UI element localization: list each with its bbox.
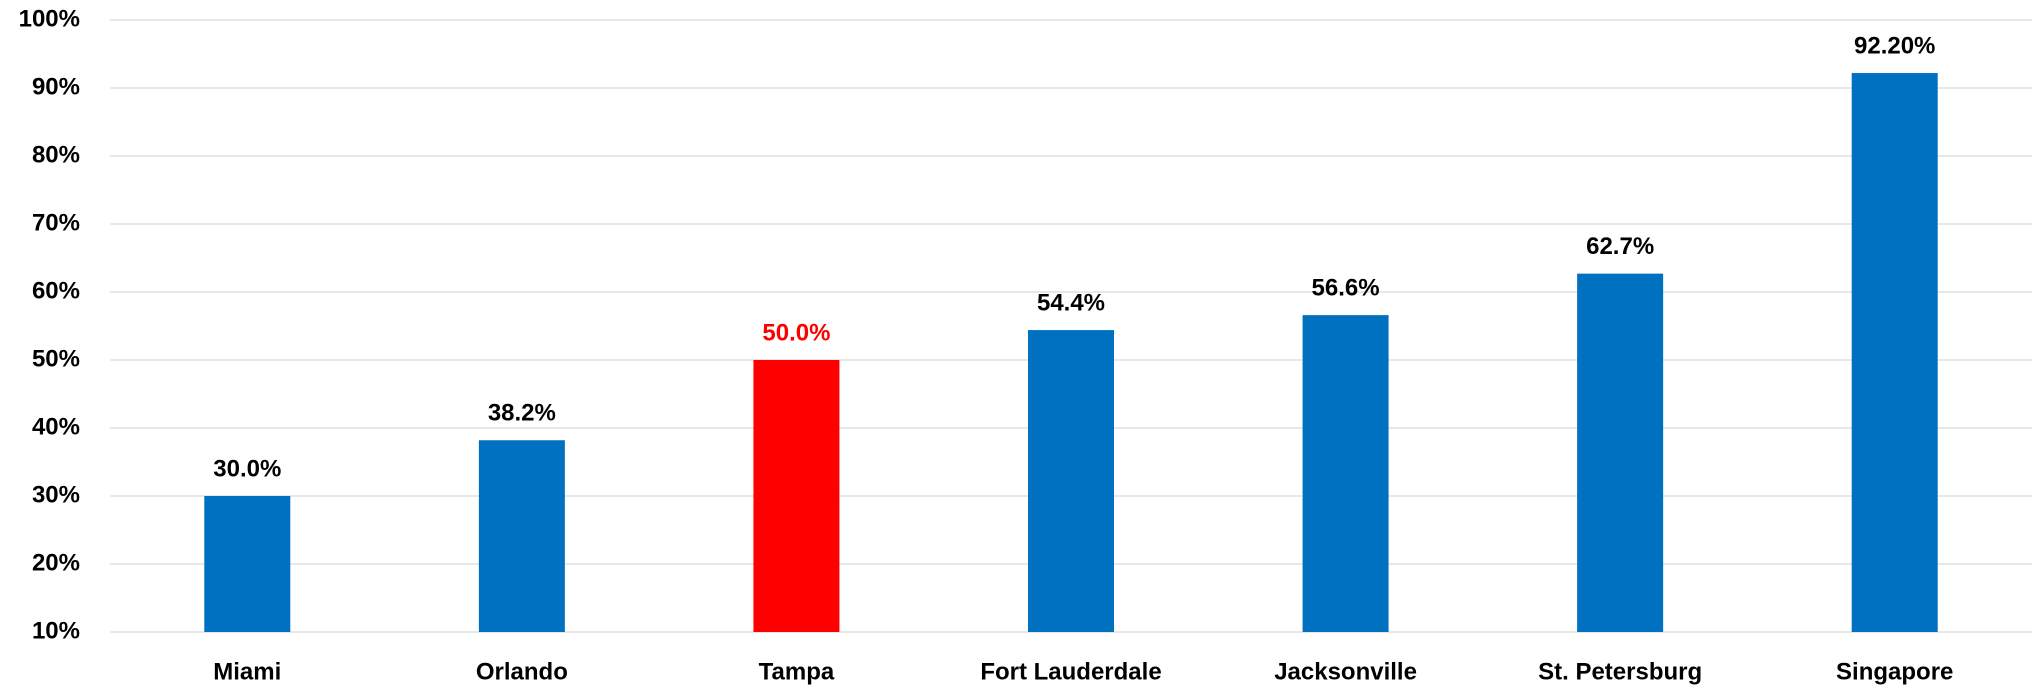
y-tick-label: 70% [32, 209, 80, 236]
bar [1851, 73, 1938, 633]
bar [1577, 273, 1664, 632]
x-tick-label: Singapore [1836, 658, 1953, 685]
data-label: 56.6% [1312, 274, 1380, 301]
bar [478, 440, 565, 632]
x-tick-label: Jacksonville [1274, 658, 1417, 685]
data-label: 38.2% [488, 400, 556, 427]
x-tick-label: Miami [213, 658, 281, 685]
bar [204, 496, 291, 632]
bar [1302, 315, 1389, 632]
bar [1028, 330, 1114, 632]
data-label: 30.0% [213, 455, 281, 482]
data-label: 50.0% [762, 319, 830, 346]
data-label: 92.20% [1854, 32, 1935, 59]
y-tick-label: 60% [32, 277, 80, 304]
y-tick-label: 40% [32, 413, 80, 440]
x-tick-label: St. Petersburg [1538, 658, 1702, 685]
bar [753, 360, 840, 632]
y-tick-label: 20% [32, 549, 80, 576]
y-tick-label: 30% [32, 481, 80, 508]
x-tick-label: Tampa [759, 658, 835, 685]
x-tick-label: Fort Lauderdale [980, 658, 1161, 685]
y-tick-label: 80% [32, 141, 80, 168]
data-label: 62.7% [1586, 233, 1654, 260]
data-label: 54.4% [1037, 289, 1105, 316]
x-tick-label: Orlando [476, 658, 568, 685]
y-tick-label: 90% [32, 73, 80, 100]
y-tick-label: 50% [32, 345, 80, 372]
y-tick-label: 10% [32, 617, 80, 644]
y-tick-label: 100% [19, 5, 80, 32]
